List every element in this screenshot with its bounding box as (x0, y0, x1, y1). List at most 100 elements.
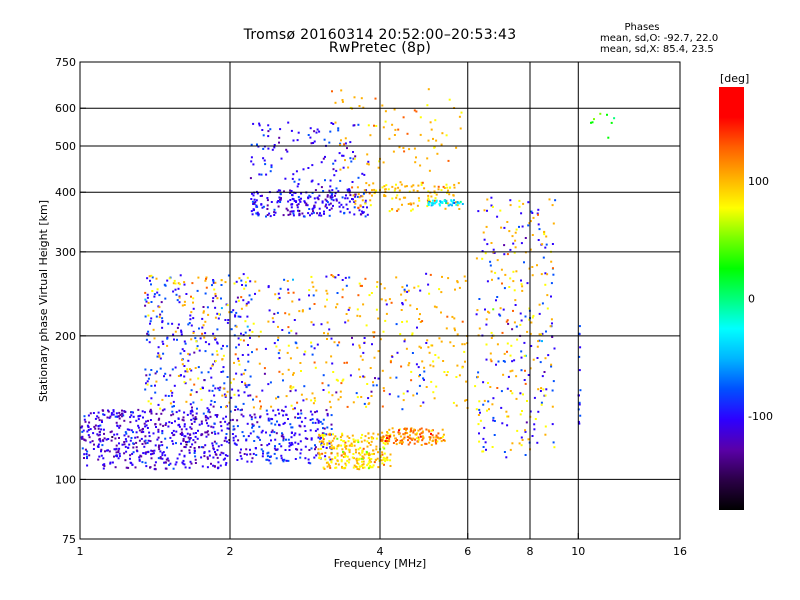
data-point (442, 439, 445, 442)
data-point (201, 386, 204, 389)
data-point (202, 310, 205, 313)
data-point (530, 321, 533, 324)
data-point (410, 370, 413, 373)
data-point (300, 409, 302, 412)
data-point (150, 384, 153, 387)
data-point (440, 311, 442, 314)
data-point (360, 465, 363, 468)
data-point (289, 390, 292, 393)
data-point (533, 396, 536, 399)
data-point (139, 414, 142, 417)
data-point (231, 433, 234, 435)
data-point (177, 417, 180, 420)
data-point (281, 409, 283, 412)
data-point (177, 323, 180, 326)
data-point (379, 283, 382, 286)
data-point (435, 139, 438, 142)
data-point (116, 433, 119, 436)
data-point (508, 230, 511, 233)
data-point (486, 209, 488, 212)
data-point (252, 122, 255, 125)
data-point (506, 342, 509, 345)
data-point (168, 464, 171, 466)
data-point (443, 439, 446, 442)
data-point (341, 288, 344, 291)
data-point (335, 378, 338, 381)
data-point (121, 443, 124, 446)
data-point (514, 299, 517, 302)
data-point (175, 442, 177, 445)
data-point (253, 198, 256, 201)
data-point (371, 343, 373, 346)
data-point (453, 199, 455, 202)
data-point (189, 410, 192, 413)
data-point (510, 344, 513, 347)
data-point (160, 412, 163, 415)
data-point (250, 210, 253, 213)
data-point (258, 335, 260, 338)
data-point (541, 332, 544, 335)
data-point (279, 201, 282, 203)
data-point (346, 405, 349, 408)
data-point (385, 312, 388, 315)
data-point (402, 399, 405, 402)
data-point (320, 444, 323, 447)
data-point (530, 345, 533, 347)
data-point (334, 159, 337, 162)
data-point (183, 455, 186, 458)
data-point (447, 189, 449, 192)
data-point (383, 452, 386, 455)
data-point (416, 392, 418, 395)
data-point (206, 457, 209, 460)
data-point (240, 448, 242, 451)
data-point (164, 284, 167, 287)
data-point (181, 304, 184, 307)
data-point (310, 438, 313, 441)
data-point (493, 420, 496, 422)
data-point (350, 442, 353, 445)
data-point (330, 355, 333, 358)
data-point (282, 422, 285, 425)
data-point (524, 315, 527, 318)
data-point (437, 188, 440, 191)
data-point (327, 384, 330, 387)
data-point (392, 430, 395, 433)
data-point (356, 468, 359, 470)
data-point (511, 392, 514, 395)
data-point (315, 454, 318, 457)
data-point (460, 111, 463, 114)
data-point (456, 333, 459, 336)
data-point (445, 200, 448, 203)
data-point (251, 192, 253, 195)
data-point (190, 295, 192, 298)
data-point (94, 424, 97, 427)
data-point (289, 213, 292, 216)
data-point (161, 340, 164, 343)
data-point (97, 458, 100, 461)
data-point (353, 157, 356, 160)
data-point (82, 429, 85, 432)
data-point (348, 437, 351, 439)
data-point (216, 342, 219, 345)
data-point (86, 457, 88, 460)
data-point (437, 185, 440, 188)
data-point (210, 399, 213, 402)
data-point (339, 396, 342, 399)
data-point (167, 425, 170, 428)
data-point (516, 429, 519, 432)
data-point (195, 412, 198, 415)
data-point (380, 459, 383, 462)
data-point (307, 458, 310, 461)
data-point (100, 419, 103, 422)
data-point (300, 412, 303, 415)
data-point (519, 392, 522, 395)
data-point (180, 428, 183, 431)
data-point (356, 195, 359, 198)
data-point (358, 465, 361, 468)
data-point (295, 342, 298, 345)
data-point (220, 279, 223, 282)
data-point (277, 325, 279, 328)
data-point (321, 201, 324, 204)
data-point (362, 447, 365, 450)
data-point (289, 423, 292, 426)
